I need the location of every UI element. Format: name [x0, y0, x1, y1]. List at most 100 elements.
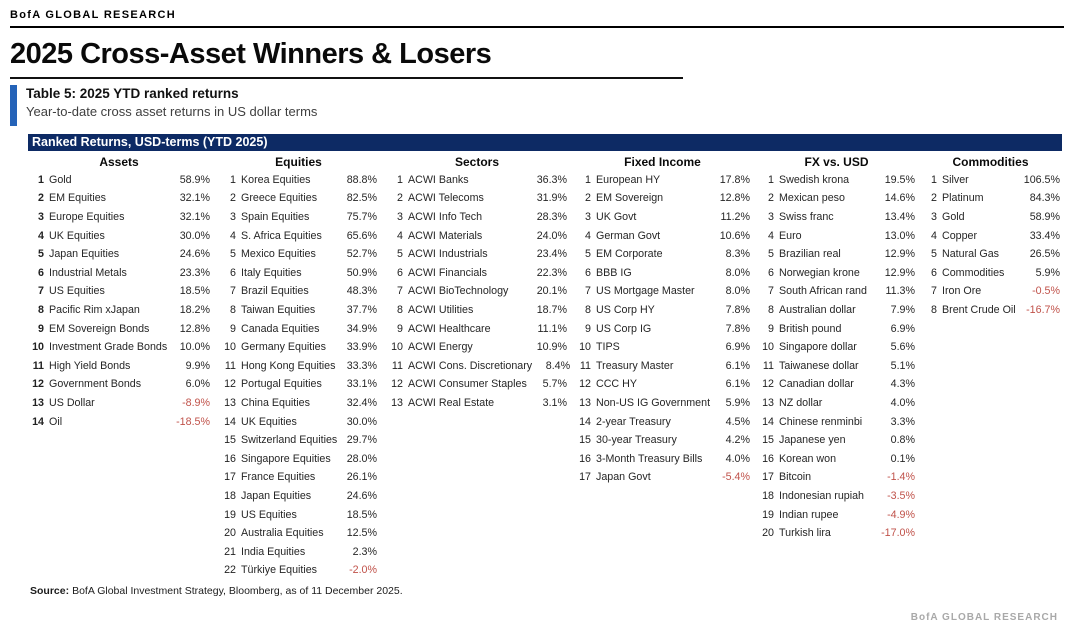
row-rank: 3 [931, 211, 937, 224]
table-row: 16 3-Month Treasury Bills 4.0% [575, 450, 750, 469]
row-value: 0.1% [890, 452, 915, 465]
table-row: 7 US Mortgage Master 8.0% [575, 282, 750, 301]
row-name: Brazilian real [779, 248, 841, 261]
row-name: Oil [49, 415, 63, 428]
row-rank: 16 [762, 452, 774, 465]
row-name: S. Africa Equities [241, 229, 322, 242]
table-row: 4 ACWI Materials 24.0% [387, 227, 567, 246]
row-name: US Equities [49, 285, 105, 298]
row-rank: 10 [391, 341, 403, 354]
caption-accent-bar [10, 84, 17, 126]
row-rank: 3 [230, 211, 236, 224]
row-rank: 18 [762, 489, 774, 502]
row-value: 0.8% [890, 434, 915, 447]
row-value: 33.9% [346, 341, 377, 354]
table-caption-title: Table 5: 2025 YTD ranked returns [26, 85, 239, 101]
row-name: Europe Equities [49, 211, 125, 224]
table-row: 15 Japanese yen 0.8% [758, 431, 915, 450]
row-rank: 3 [768, 211, 774, 224]
row-name: Mexican peso [779, 192, 845, 205]
row-rank: 4 [931, 229, 937, 242]
row-name: Norwegian krone [779, 266, 860, 279]
table-row: 10 Germany Equities 33.9% [220, 338, 377, 357]
row-name: Bitcoin [779, 471, 812, 484]
table-row: 5 ACWI Industrials 23.4% [387, 245, 567, 264]
row-value: 5.7% [542, 378, 567, 391]
row-name: Australia Equities [241, 527, 324, 540]
row-rank: 5 [38, 248, 44, 261]
row-name: ACWI Utilities [408, 304, 474, 317]
row-name: Indonesian rupiah [779, 489, 864, 502]
row-rank: 15 [762, 434, 774, 447]
table-row: 14 UK Equities 30.0% [220, 413, 377, 432]
row-value: 82.5% [346, 192, 377, 205]
row-name: German Govt [596, 229, 661, 242]
table-row: 3 ACWI Info Tech 28.3% [387, 208, 567, 227]
row-value: -16.7% [1026, 304, 1060, 317]
row-name: Silver [942, 173, 969, 186]
table-row: 3 Gold 58.9% [921, 208, 1060, 227]
row-rank: 12 [32, 378, 44, 391]
row-value: 3.1% [542, 397, 567, 410]
row-name: Gold [49, 173, 72, 186]
row-rank: 19 [762, 508, 774, 521]
row-rank: 4 [768, 229, 774, 242]
report-page: BofA GLOBAL RESEARCH 2025 Cross-Asset Wi… [0, 9, 1074, 623]
table-row: 1 ACWI Banks 36.3% [387, 171, 567, 190]
row-value: -17.0% [881, 527, 915, 540]
row-name: Singapore Equities [241, 452, 331, 465]
source-text: BofA Global Investment Strategy, Bloombe… [72, 584, 403, 597]
row-value: 6.9% [890, 322, 915, 335]
row-value: -4.9% [887, 508, 915, 521]
table-row: 12 CCC HY 6.1% [575, 375, 750, 394]
row-name: ACWI Consumer Staples [408, 378, 527, 391]
row-rank: 2 [931, 192, 937, 205]
row-rank: 8 [38, 304, 44, 317]
table-row: 8 Pacific Rim xJapan 18.2% [28, 301, 210, 320]
table-row: 6 ACWI Financials 22.3% [387, 264, 567, 283]
row-value: 6.9% [725, 341, 750, 354]
row-rank: 8 [931, 304, 937, 317]
row-value: 4.0% [725, 452, 750, 465]
table-row: 4 Copper 33.4% [921, 227, 1060, 246]
row-value: 9.9% [185, 359, 210, 372]
row-name: 2-year Treasury [596, 415, 671, 428]
table-row: 4 German Govt 10.6% [575, 227, 750, 246]
table-row: 7 Brazil Equities 48.3% [220, 282, 377, 301]
row-rank: 13 [391, 397, 403, 410]
row-name: TIPS [596, 341, 620, 354]
row-rank: 7 [768, 285, 774, 298]
row-value: 18.7% [536, 304, 567, 317]
row-name: High Yield Bonds [49, 359, 131, 372]
column-fixed-income: Fixed Income 1 European HY 17.8% 2 EM Soverei… [575, 151, 758, 580]
row-value: 75.7% [346, 211, 377, 224]
row-name: Portugal Equities [241, 378, 322, 391]
table-row: 4 UK Equities 30.0% [28, 227, 210, 246]
row-value: 31.9% [536, 192, 567, 205]
column-header: Assets [99, 154, 139, 169]
row-rank: 1 [230, 173, 236, 186]
row-value: 4.5% [725, 415, 750, 428]
table-row: 2 ACWI Telecoms 31.9% [387, 189, 567, 208]
row-name: UK Equities [49, 229, 105, 242]
table-row: 19 US Equities 18.5% [220, 506, 377, 525]
row-name: France Equities [241, 471, 316, 484]
row-rank: 16 [579, 452, 591, 465]
row-rank: 12 [579, 378, 591, 391]
row-rank: 2 [397, 192, 403, 205]
row-name: Germany Equities [241, 341, 326, 354]
table-row: 19 Indian rupee -4.9% [758, 506, 915, 525]
row-rank: 4 [230, 229, 236, 242]
row-name: ACWI Real Estate [408, 397, 495, 410]
column-header: FX vs. USD [804, 154, 869, 169]
row-value: 34.9% [346, 322, 377, 335]
table-row: 6 Commodities 5.9% [921, 264, 1060, 283]
row-name: Greece Equities [241, 192, 318, 205]
row-rank: 7 [585, 285, 591, 298]
row-rank: 6 [768, 266, 774, 279]
table-row: 13 NZ dollar 4.0% [758, 394, 915, 413]
column-assets: Assets 1 Gold 58.9% 2 EM Equities 32.1% 3 Europe… [28, 151, 220, 580]
table-row: 11 Taiwanese dollar 5.1% [758, 357, 915, 376]
row-name: UK Govt [596, 211, 637, 224]
row-name: Natural Gas [942, 248, 1000, 261]
